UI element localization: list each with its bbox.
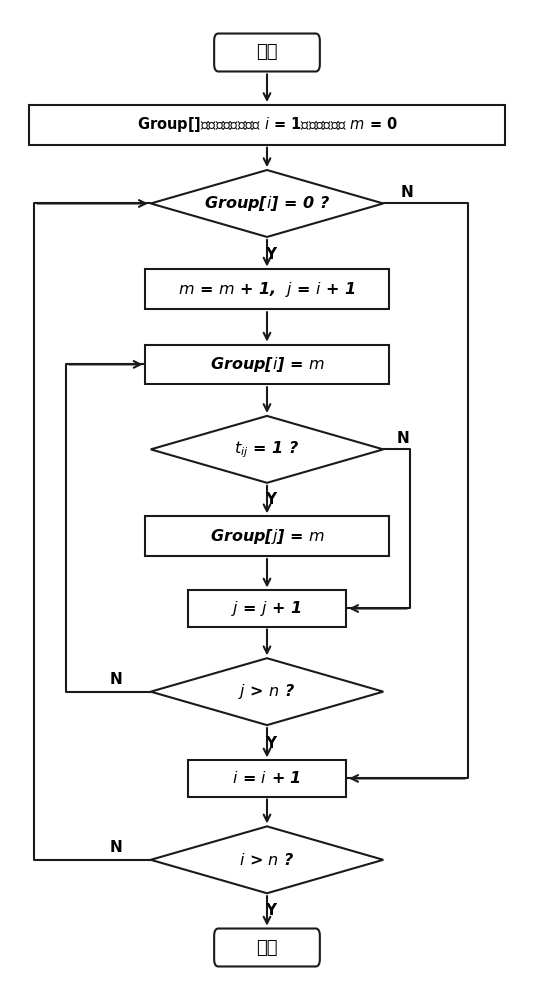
Text: $i$ > $n$ ?: $i$ > $n$ ? (239, 852, 295, 868)
Text: N: N (110, 840, 123, 855)
Text: $j$ > $n$ ?: $j$ > $n$ ? (238, 682, 296, 701)
Text: 开始: 开始 (256, 43, 278, 62)
Text: N: N (110, 672, 123, 686)
Text: Y: Y (265, 903, 276, 918)
Text: Y: Y (265, 247, 276, 262)
Bar (29, 105, 505, 145)
Bar (188, 590, 346, 627)
Text: Group[$i$] = 0 ?: Group[$i$] = 0 ? (204, 194, 330, 213)
Bar (145, 269, 389, 309)
Text: Y: Y (265, 736, 276, 751)
Text: Y: Y (265, 492, 276, 507)
Text: Group[]数组清零，节点号 $i$ = 1，连通子图号 $m$ = 0: Group[]数组清零，节点号 $i$ = 1，连通子图号 $m$ = 0 (137, 115, 397, 134)
Text: $m$ = $m$ + 1,  $j$ = $i$ + 1: $m$ = $m$ + 1, $j$ = $i$ + 1 (178, 280, 356, 299)
Text: $i$ = $i$ + 1: $i$ = $i$ + 1 (232, 770, 302, 786)
Polygon shape (151, 170, 383, 237)
Text: N: N (397, 431, 410, 446)
Polygon shape (151, 658, 383, 725)
Text: $t_{ij}$ = 1 ?: $t_{ij}$ = 1 ? (234, 439, 300, 460)
Text: Group[$i$] = $m$: Group[$i$] = $m$ (209, 355, 325, 374)
FancyBboxPatch shape (214, 34, 320, 71)
Bar (188, 760, 346, 797)
Bar (145, 516, 389, 556)
Text: 结束: 结束 (256, 938, 278, 956)
Text: $j$ = $j$ + 1: $j$ = $j$ + 1 (231, 599, 303, 618)
FancyBboxPatch shape (214, 929, 320, 966)
Polygon shape (151, 416, 383, 483)
Text: N: N (400, 185, 413, 200)
Polygon shape (151, 826, 383, 893)
Bar (145, 345, 389, 384)
Text: Group[$j$] = $m$: Group[$j$] = $m$ (209, 527, 325, 546)
